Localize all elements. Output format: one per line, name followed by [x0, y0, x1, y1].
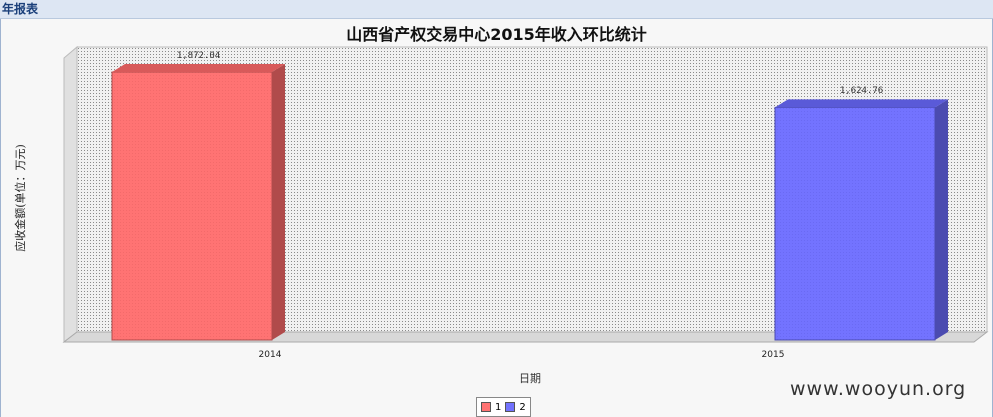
legend-swatch-2	[505, 402, 516, 412]
bar-front-2015	[774, 106, 936, 341]
bar-front-2014	[111, 71, 273, 341]
bars-layer	[111, 64, 948, 341]
bar-top-2015	[775, 99, 948, 108]
data-label-2014: 1,872.04	[176, 51, 221, 61]
bar-side-2015	[935, 99, 948, 340]
chart-legend: 1 2	[476, 397, 531, 417]
watermark: www.wooyun.org	[790, 378, 967, 400]
bar-2014	[111, 64, 285, 341]
y-axis-label: 应收金额(单位：万元)	[14, 144, 27, 252]
legend-swatch-1	[481, 402, 491, 412]
chart-title: 山西省产权交易中心2015年收入环比统计	[346, 25, 647, 44]
plot-floor	[62, 331, 989, 343]
bar-side-2014	[272, 64, 285, 340]
x-tick-2015: 2015	[761, 350, 785, 360]
x-axis-label: 日期	[519, 372, 541, 385]
bar-2015	[774, 99, 948, 341]
report-tab-title: 年报表	[2, 2, 39, 16]
legend-label-2: 2	[519, 401, 526, 413]
report-title-bar: 年报表	[0, 0, 993, 19]
bar-top-2014	[112, 64, 285, 72]
data-label-2015: 1,624.76	[839, 86, 884, 97]
x-tick-2014: 2014	[258, 350, 282, 360]
legend-label-1: 1	[495, 401, 502, 413]
plot-left-wall	[63, 45, 78, 344]
